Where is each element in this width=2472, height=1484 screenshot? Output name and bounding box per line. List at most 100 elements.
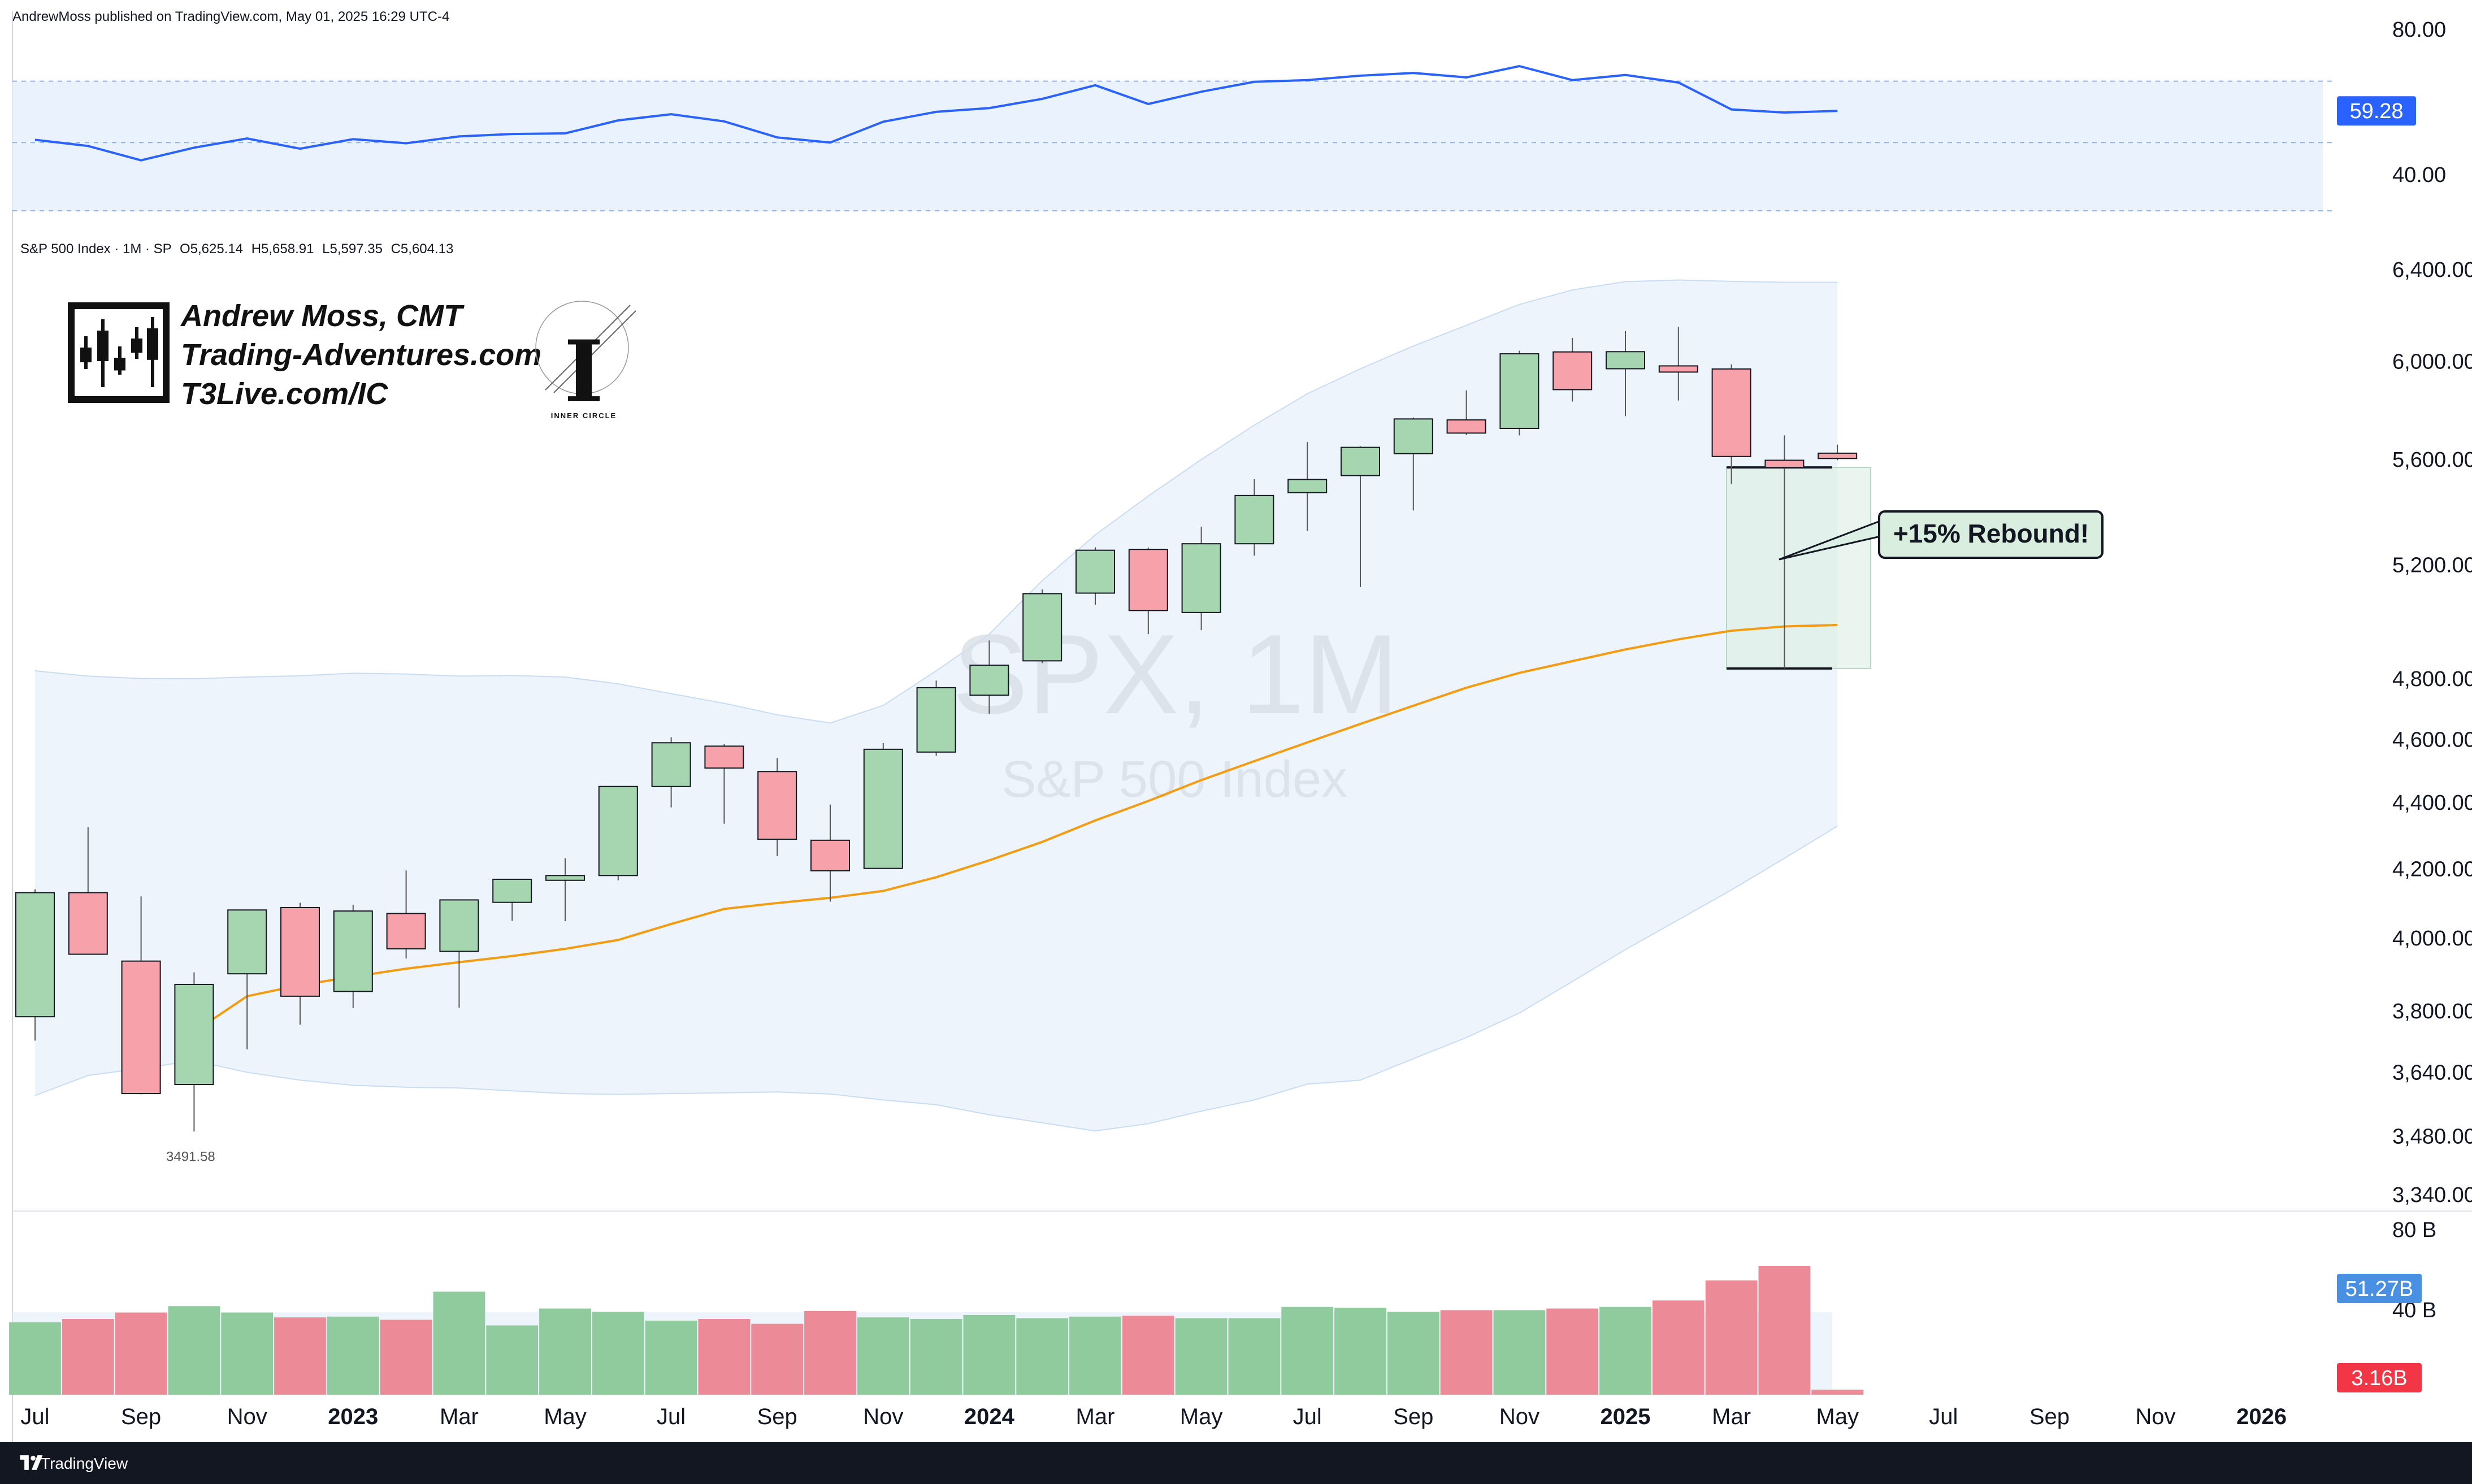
volume-bar[interactable] [1652,1300,1705,1395]
x-axis-tick-label: 2023 [328,1404,378,1429]
volume-bar[interactable] [857,1317,909,1395]
volume-bar[interactable] [910,1319,962,1395]
logo-candle-body [80,348,92,363]
price-tick-label: 6,400.00 [2392,258,2472,282]
candle-body[interactable] [1022,593,1062,662]
watermark-name: S&P 500 Index [1001,750,1347,808]
volume-bar[interactable] [380,1320,432,1395]
publisher-attribution: AndrewMoss published on TradingView.com,… [12,9,450,24]
volume-bar[interactable] [645,1320,697,1395]
candle-body[interactable] [386,913,426,950]
candle-body[interactable] [1341,446,1380,476]
candle-body[interactable] [1128,549,1168,611]
volume-tick-label: 80 B [2392,1218,2436,1242]
volume-bar[interactable] [433,1291,485,1395]
candle-body[interactable] [439,899,479,952]
volume-bar[interactable] [539,1308,591,1395]
volume-bar[interactable] [62,1319,114,1395]
candle-body[interactable] [1552,351,1593,390]
price-band-upper [34,279,1838,724]
x-axis-tick-label: Sep [757,1404,797,1429]
price-tick-label: 3,800.00 [2392,1000,2472,1023]
volume-bar[interactable] [1069,1316,1121,1395]
branding-author: Andrew Moss, CMT [180,299,465,333]
candle-body[interactable] [1499,353,1539,429]
volume-bar[interactable] [168,1306,220,1395]
x-axis-tick-label: Mar [1076,1404,1115,1429]
volume-bar[interactable] [1281,1307,1334,1395]
candle-body[interactable] [1075,549,1115,594]
volume-bar[interactable] [1440,1310,1493,1395]
volume-bar[interactable] [698,1319,751,1395]
x-axis-tick-label: Nov [863,1404,903,1429]
candle-body[interactable] [227,909,267,975]
volume-bar[interactable] [804,1311,856,1395]
volume-bar[interactable] [115,1312,167,1395]
branding-logo [68,302,170,403]
logo-candle-body [114,358,125,371]
candle-body[interactable] [757,771,797,840]
chart-canvas[interactable]: 80.00 40.00 59.28 SPX, 1M S&P 500 Index 3491.… [0,0,2472,1442]
volume-bar[interactable] [9,1322,61,1395]
candle-body[interactable] [810,839,850,871]
candle-body[interactable] [1658,365,1698,373]
volume-bar[interactable] [1175,1318,1228,1395]
candle-body[interactable] [545,875,585,881]
candle-body[interactable] [280,906,320,997]
volume-bar[interactable] [963,1314,1016,1395]
volume-bar[interactable] [751,1324,804,1395]
candle-body[interactable] [1181,543,1221,613]
volume-bar[interactable] [274,1317,326,1395]
candle-body[interactable] [174,983,214,1086]
volume-bar[interactable] [221,1312,274,1395]
volume-value-badge [2337,1274,2422,1303]
candle-body[interactable] [1287,479,1328,493]
candle-body[interactable] [1234,494,1274,545]
x-axis-tick-label: Jul [1293,1404,1322,1429]
price-tick-label: 3,480.00 [2392,1125,2472,1149]
volume-bar[interactable] [1493,1310,1546,1395]
volume-bar[interactable] [1758,1266,1811,1395]
x-axis-tick-label: Mar [1712,1404,1751,1429]
candle-body[interactable] [969,665,1009,696]
candle-body[interactable] [916,687,956,753]
candle-body[interactable] [1764,459,1805,468]
volume-bar[interactable] [1387,1312,1439,1395]
price-tick-label: 5,200.00 [2392,554,2472,578]
volume-bar[interactable] [1705,1280,1758,1395]
volume-bar[interactable] [327,1316,379,1395]
candle-body[interactable] [1711,368,1751,457]
candle-body[interactable] [333,910,373,992]
x-axis-tick-label: May [544,1404,587,1429]
volume-bar[interactable] [1016,1318,1069,1395]
volume-bar[interactable] [1599,1307,1651,1395]
volume-bar[interactable] [1811,1389,1864,1395]
volume-bar[interactable] [1334,1308,1386,1395]
price-tick-label: 4,000.00 [2392,927,2472,951]
candle-body[interactable] [121,960,161,1095]
candle-body[interactable] [15,892,55,1018]
candle-body[interactable] [651,742,691,787]
volume-bar[interactable] [1546,1308,1599,1395]
volume-bar[interactable] [1122,1316,1174,1395]
candle-body[interactable] [492,878,532,903]
volume-bar[interactable] [592,1312,644,1395]
x-axis-tick-label: 2025 [1601,1404,1651,1429]
price-tick-label: 5,600.00 [2392,448,2472,472]
candle-body[interactable] [1393,418,1433,454]
watermark-symbol: SPX, 1M [952,611,1398,737]
x-axis-tick-label: Sep [121,1404,161,1429]
candle-body[interactable] [68,892,108,955]
candle-body[interactable] [598,786,638,876]
candle-body[interactable] [704,745,744,769]
x-axis-tick-label: 2024 [964,1404,1015,1429]
rsi-background-band [12,81,2323,211]
volume-bar[interactable] [486,1325,539,1395]
candle-body[interactable] [1446,419,1486,434]
candle-body[interactable] [1606,351,1645,370]
rebound-range-box [1726,467,1871,669]
candle-body[interactable] [863,748,903,869]
candle-body[interactable] [1818,452,1858,459]
volume-bar[interactable] [1228,1318,1281,1395]
candles-group [15,327,1858,1132]
